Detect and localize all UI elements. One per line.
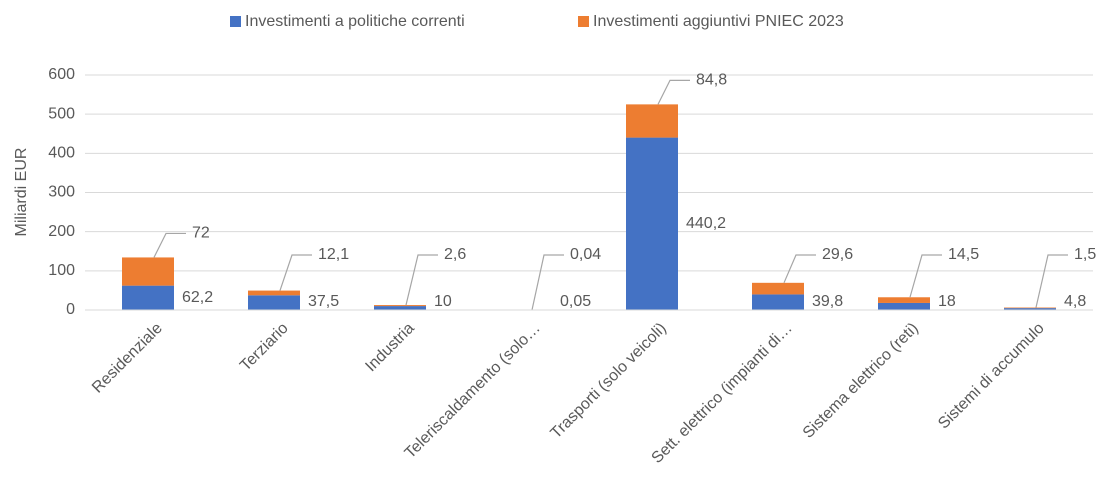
bar-segment — [878, 302, 930, 310]
x-tick-label: Terziario — [237, 320, 292, 375]
bar-segment — [248, 290, 300, 296]
data-label: 72 — [192, 225, 210, 242]
leader-line — [909, 254, 942, 298]
legend-label: Investimenti a politiche correnti — [245, 13, 465, 30]
x-tick-label: Sett. elettrico (impianti di… — [649, 320, 796, 467]
data-label: 14,5 — [948, 246, 979, 263]
bar-segment — [374, 305, 426, 307]
x-tick-label: Industria — [362, 320, 417, 375]
data-label: 2,6 — [444, 246, 466, 263]
y-axis-title: Miliardi EUR — [13, 148, 30, 237]
leader-line — [531, 254, 564, 311]
y-tick-label: 500 — [48, 105, 75, 122]
legend-swatch — [578, 16, 589, 27]
bar-segment — [752, 294, 804, 310]
bar-segment — [1004, 308, 1056, 310]
leader-line — [405, 254, 438, 306]
x-tick-label: Sistema elettrico (reti) — [800, 320, 922, 442]
bar-segment — [1004, 307, 1056, 309]
data-label: 1,5 — [1074, 246, 1096, 263]
x-tick-label: Residenziale — [89, 320, 166, 397]
data-label: 0,04 — [570, 246, 601, 263]
bar-segment — [122, 257, 174, 286]
data-label: 39,8 — [812, 293, 843, 310]
data-label: 440,2 — [686, 215, 726, 232]
x-tick-label: Sistemi di accumulo — [935, 320, 1048, 433]
legend-label: Investimenti aggiuntivi PNIEC 2023 — [593, 13, 844, 30]
legend-swatch — [230, 16, 241, 27]
y-tick-label: 0 — [66, 301, 75, 318]
bar-segment — [122, 285, 174, 310]
bar-segment — [878, 297, 930, 303]
data-label: 4,8 — [1064, 293, 1086, 310]
y-tick-label: 300 — [48, 184, 75, 201]
leader-line — [153, 232, 186, 258]
data-label: 10 — [434, 293, 452, 310]
bar-segment — [626, 137, 678, 310]
y-tick-label: 100 — [48, 262, 75, 279]
bar-segment — [374, 306, 426, 310]
y-tick-label: 400 — [48, 145, 75, 162]
data-label: 29,6 — [822, 246, 853, 263]
x-tick-label: Trasporti (solo veicoli) — [548, 320, 670, 442]
leader-line — [1035, 254, 1068, 308]
y-tick-label: 200 — [48, 223, 75, 240]
bar-segment — [626, 104, 678, 138]
data-label: 18 — [938, 293, 956, 310]
y-tick-label: 600 — [48, 66, 75, 83]
bar-segment — [248, 295, 300, 310]
data-label: 62,2 — [182, 289, 213, 306]
data-label: 0,05 — [560, 293, 591, 310]
bar-segment — [752, 282, 804, 295]
leader-line — [279, 254, 312, 291]
leader-line — [657, 79, 690, 105]
data-label: 84,8 — [696, 72, 727, 89]
data-label: 12,1 — [318, 246, 349, 263]
x-tick-label: Teleriscaldamento (solo… — [402, 320, 544, 462]
data-label: 37,5 — [308, 293, 339, 310]
leader-line — [783, 254, 816, 284]
